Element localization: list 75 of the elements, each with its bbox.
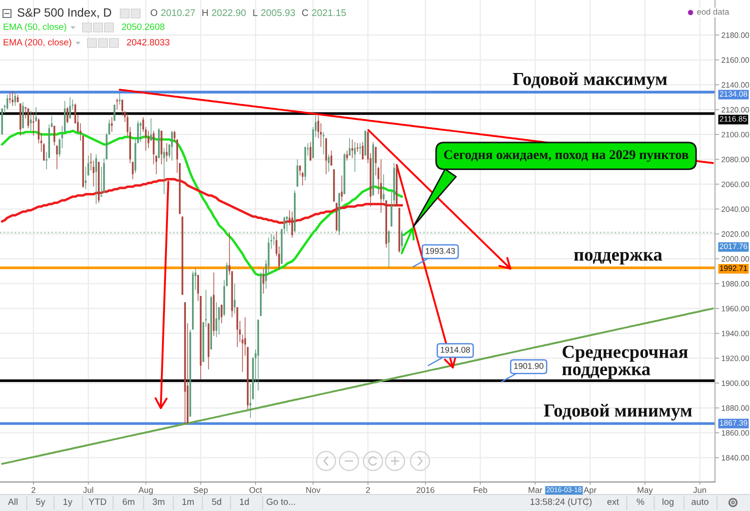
candlestick [356, 142, 358, 152]
x-tick-label: 2 [366, 487, 370, 493]
x-tick-label: Oct [249, 487, 262, 493]
candlestick [160, 130, 162, 165]
candlestick [118, 93, 121, 106]
x-tick-label: Nov [306, 487, 320, 493]
line-series [1, 308, 714, 465]
text: 1d [240, 498, 249, 505]
candlestick [150, 118, 152, 142]
x-tick-label: Mar [528, 487, 542, 493]
candlestick [116, 98, 118, 110]
annotation: поддержка [574, 252, 662, 264]
candlestick [286, 216, 288, 232]
candlestick [121, 99, 124, 116]
annotation: Годовой минимум [544, 404, 692, 420]
annotation: eod data [697, 8, 730, 15]
candlestick [322, 132, 324, 155]
candlestick [12, 90, 14, 106]
text: 5y [36, 498, 46, 507]
text: 1m [182, 498, 194, 505]
candlestick [35, 106, 37, 122]
candlestick [56, 145, 58, 170]
candlestick [69, 96, 71, 119]
candlestick [171, 130, 173, 161]
text: log [662, 498, 674, 507]
text: 5d [212, 498, 222, 505]
candlestick [32, 112, 34, 136]
text: 3m [152, 498, 164, 505]
annotation: Годовой максимум [512, 72, 667, 89]
candlestick [299, 165, 301, 176]
text: Go to... [266, 498, 295, 505]
candlestick [148, 130, 150, 149]
text: % [636, 498, 644, 505]
candlestick [346, 150, 348, 161]
text: O 2010.27 H 2022.90 L 2005.93 C 2021.15 [150, 9, 346, 16]
text: 13:58:24 (UTC) [530, 498, 592, 507]
candlestick [310, 142, 312, 161]
candlestick [401, 230, 403, 252]
candlestick [218, 306, 220, 335]
annotation: 2042.8033 [126, 38, 170, 46]
annotation: Сегодня ожидаем, поход на 2029 пунктов [444, 150, 688, 162]
x-tick-label: Aug [138, 487, 153, 495]
candlestick [114, 104, 116, 122]
text: auto [692, 498, 708, 505]
x-tick-label: Jul [83, 486, 94, 493]
candlestick [273, 234, 275, 246]
x-tick-label: 2 [32, 487, 36, 493]
annotation: 1901.90 [514, 363, 544, 369]
annotation: Среднесрочная поддержка [562, 346, 688, 379]
text: EMA (50, close) [4, 23, 66, 32]
annotation: 1993.43 [426, 248, 455, 254]
text: S&P 500 Index, D [18, 8, 112, 18]
text: ext [607, 498, 619, 505]
candlestick [140, 122, 142, 142]
annotation: 1914.08 [440, 346, 470, 353]
candlestick [262, 268, 264, 294]
text: YTD [88, 498, 106, 505]
x-tick-label: 2016 [416, 487, 434, 493]
candlestick [380, 158, 382, 214]
candlestick [30, 110, 32, 132]
text: 6m [122, 498, 134, 505]
x-tick-label: Apr [584, 487, 596, 495]
annotation: 2050.2608 [122, 23, 164, 30]
text: EMA (200, close) [4, 38, 72, 48]
x-tick-label: Sep [194, 487, 208, 495]
text: All [8, 498, 18, 505]
x-tick-label: Jun [693, 487, 706, 493]
x-tick-label: May [638, 487, 653, 495]
candlestick [22, 102, 24, 129]
candlestick [354, 142, 356, 172]
text: 1y [64, 498, 72, 507]
candlestick [296, 158, 298, 188]
candlestick [66, 106, 68, 124]
x-tick-label: Feb [474, 486, 488, 493]
candlestick [220, 304, 222, 324]
